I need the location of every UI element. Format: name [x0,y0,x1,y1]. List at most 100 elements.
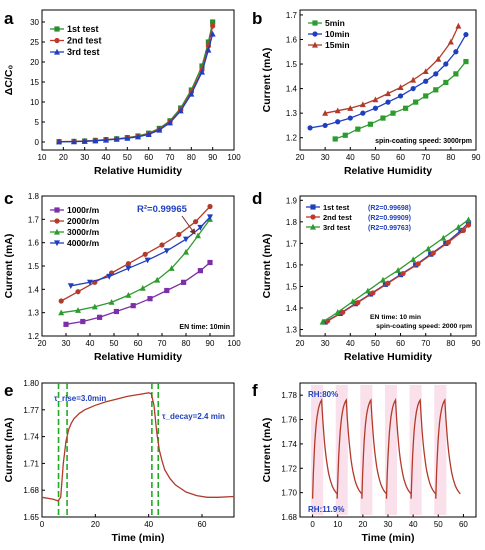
panel-a-x-tick-label: 20 [59,153,68,162]
panel-b-series-2-point [322,109,329,116]
panel-c-series-1-point [176,231,182,238]
panel-d-series-line-2 [322,219,469,323]
panel-b-series-1-point [307,125,313,131]
panel-b-series-0-point [413,99,419,105]
panel-b-series-0-point [342,132,348,138]
panel-f-y-tick-label: 1.72 [281,464,297,473]
panel-d-legend-label-0: 1st test [323,203,350,212]
panel-c-series-0-point [181,279,187,285]
panel-b-series-2-point [359,101,366,108]
panel-c-series-3-point [87,279,93,286]
panel-f-annotation-low: RH:11.9% [308,505,344,514]
panel-d-series-1-point [385,280,391,286]
panel-a-x-tick-label: 60 [144,153,153,162]
panel-c-series-3-point [163,248,170,255]
panel-b-series-1-point [360,110,366,116]
panel-e-x-tick-label: 60 [198,520,207,529]
panel-c-series-0-point [164,287,170,294]
panel-c-x-tick-label: 70 [158,339,167,348]
panel-a-y-tick-label: 30 [30,18,39,27]
panel-c-series-1-point [142,251,148,257]
panel-c-series-1-point [125,261,131,267]
panel-c-series-3-point [183,236,189,243]
panel-e-x-tick-label: 40 [144,520,153,529]
panel-c-series-2-point [58,309,65,316]
panel-c-legend-label-2: 3000r/m [67,227,100,237]
panel-f-x-tick-label: 50 [434,520,443,529]
panel-c-series-3-point [67,283,74,290]
panel-a-series-2-point [156,126,163,133]
panel-c-series-2-point [75,307,81,313]
panel-a-series-2-point [103,136,109,143]
panel-f-x-tick-label: 40 [409,520,418,529]
panel-b-x-tick-label: 70 [421,153,430,162]
panel-f-y-tick-label: 1.68 [281,513,297,522]
panel-b-series-0-point [423,93,429,99]
panel-e-y-tick-label: 1.71 [23,459,39,468]
panel-b-x-tick-label: 50 [371,153,380,162]
panel-c-x-axis-label: Relative Humidity [94,351,182,363]
panel-b-series-1-point [443,61,449,67]
panel-b-series-2-point [455,22,462,29]
panel-a-chart: 10 20 30 40 50 60 70 80 90 100 0 5 10 15 20 25 30 Relativ… [3,9,241,177]
panel-d-series-2-point [364,287,371,294]
panel-d-x-axis-label: Relative Humidity [344,351,432,363]
panel-c-series-2-point [168,265,175,271]
panel-b-x-tick-label: 60 [396,153,405,162]
panel-c-series-line-1 [60,206,211,302]
panel-c-series-2-point [183,248,189,255]
panel-d-y-axis-label: Current (mA) [261,234,273,299]
panel-b-series-1-point [453,49,459,55]
panel-e-chart: 0 20 40 60 1.65 1.68 1.71 1.74 1.77 1.80 Time (min… [3,379,235,544]
panel-d-annotation-entime: EN time: 10 min [370,314,421,321]
panel-a-x-axis-label: Relative Humidity [94,165,182,177]
panel-a-legend-label-0: 1st test [67,24,99,34]
panel-b-series-0-point [453,71,459,77]
panel-a-series-2-point [209,30,216,37]
panel-c-series-3-point [144,257,151,264]
panel-d-legend-marker-0 [310,204,316,210]
panel-b-series-0-point [380,115,386,121]
panel-d-legend-r2-2: (R2=0.99763) [368,225,411,232]
panel-d-x-tick-label: 30 [321,339,330,348]
panel-d-legend-label-1: 2nd test [323,213,352,222]
panel-c-series-0-point [113,308,119,315]
panel-c-x-tick-label: 20 [38,339,47,348]
panel-d-series-1-point [430,250,436,256]
panel-c-legend-label-3: 4000r/m [67,238,100,248]
panel-a-x-tick-label: 50 [123,153,132,162]
panel-d-legend-marker-1 [310,214,316,220]
panel-c-chart: 20 30 40 50 60 70 80 90 100 1.2 1.3 1.4 1.5 1.6 1.7 1.8… [3,192,241,363]
panel-d-series-1-point [400,270,406,277]
panel-d-x-tick-label: 20 [296,339,305,348]
panel-c-y-tick-label: 1.4 [28,285,40,294]
panel-a-series-2-point [145,131,152,137]
panel-d-legend-marker-2 [310,223,316,230]
panel-b-legend-marker-0 [312,20,318,26]
panel-c-legend-marker-0 [54,207,60,213]
panel-f-y-tick-label: 1.78 [281,391,297,400]
panel-a-y-tick-label: 0 [35,138,40,147]
panel-e-annotation-rise: τ_rise=3.0min [54,394,106,403]
panel-d-annotation-speed: spin-coating speed: 2000 rpm [376,323,472,330]
panel-e-y-axis-label: Current (mA) [3,418,15,483]
panel-b-series-1-point [463,31,469,38]
panel-d-series-1-point [370,290,376,296]
panel-a-series-0-point [199,63,205,69]
panel-a-y-tick-label: 20 [30,58,39,67]
panel-f-x-tick-label: 20 [358,520,367,529]
panel-c-series-1-point [159,242,165,248]
panel-f-y-axis-label: Current (mA) [261,418,273,483]
panel-d-series-1-point [460,227,467,234]
panel-c-x-tick-label: 90 [206,339,215,348]
panel-c-y-tick-label: 1.5 [28,262,40,271]
panel-a-series-2-point [71,138,77,145]
panel-c-series-2-point [125,291,132,298]
panel-c-legend-label-1: 2000r/m [67,216,100,226]
panel-b-series-2-point [410,76,417,83]
panel-a-series-0-point [210,19,216,25]
panel-b-series-1-point [385,99,391,105]
panel-c-series-3-point [106,273,113,280]
panel-c-series-1-point [58,298,64,304]
panel-f-y-tick-label: 1.76 [281,416,297,425]
